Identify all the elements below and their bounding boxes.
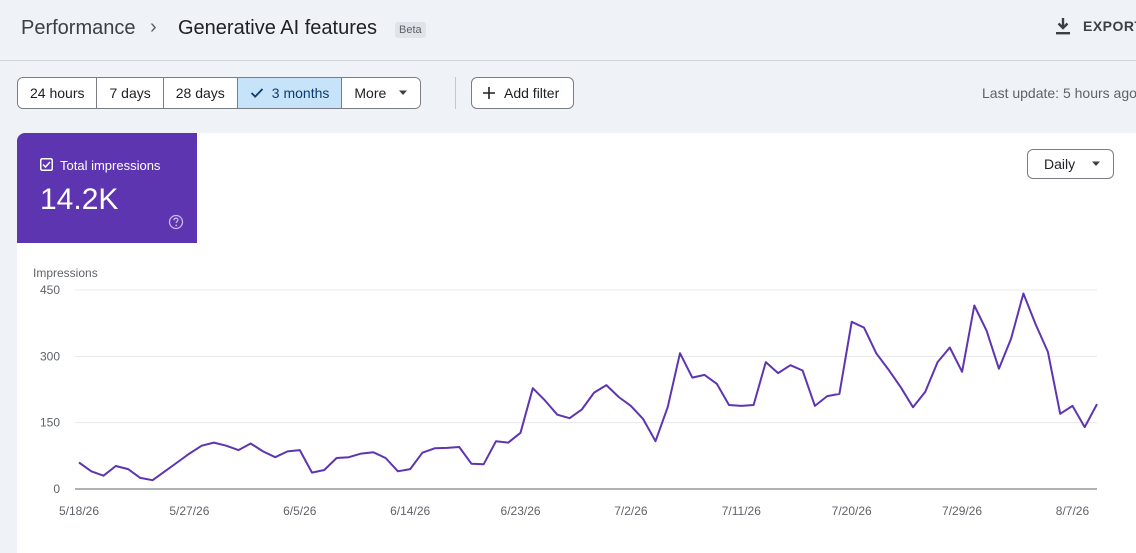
export-button[interactable]: EXPORT — [1055, 17, 1136, 35]
y-tick-label: 0 — [53, 482, 60, 496]
beta-badge: Beta — [395, 22, 426, 38]
total-impressions-tile[interactable]: Total impressions 14.2K — [17, 133, 197, 243]
x-tick-label: 6/23/26 — [501, 504, 541, 518]
x-tick-label: 7/11/26 — [722, 504, 761, 518]
range-more-dropdown[interactable]: More — [342, 78, 421, 108]
range-label: 24 hours — [30, 85, 85, 101]
x-tick-label: 5/27/26 — [169, 504, 209, 518]
check-icon — [250, 88, 263, 98]
range-28-days[interactable]: 28 days — [163, 78, 238, 108]
page-title: Generative AI features — [178, 17, 378, 39]
granularity-label: Daily — [1044, 156, 1076, 172]
x-tick-label: 7/20/26 — [832, 504, 872, 518]
y-tick-label: 150 — [40, 416, 60, 430]
impressions-series-line — [78, 292, 1098, 482]
add-filter-button[interactable]: Add filter — [471, 77, 575, 109]
range-label: 28 days — [175, 85, 225, 101]
date-range-selector: 24 hours 7 days 28 days 3 months More — [17, 77, 422, 109]
metric-label: Total impressions — [60, 158, 161, 173]
x-tick-label: 5/18/26 — [59, 504, 99, 518]
x-tick-label: 8/7/26 — [1056, 504, 1090, 518]
toolbar-divider — [455, 77, 456, 109]
range-24-hours[interactable]: 24 hours — [18, 78, 98, 108]
granularity-dropdown[interactable]: Daily — [1027, 149, 1114, 179]
x-tick-label: 6/5/26 — [283, 504, 317, 518]
y-tick-label: 300 — [40, 349, 60, 363]
caret-down-icon — [1092, 161, 1100, 166]
download-icon — [1056, 18, 1070, 35]
performance-card: Impressions 0 150 300 450 5/18/26 5/27/26 6/5/2… — [17, 133, 1136, 553]
range-label: More — [354, 85, 387, 101]
range-label: 7 days — [109, 85, 151, 101]
page-header: Performance › Generative AI features Bet… — [0, 0, 1136, 61]
plus-icon — [483, 87, 495, 99]
breadcrumb-performance[interactable]: Performance — [21, 17, 136, 39]
range-label: 3 months — [271, 85, 330, 101]
x-tick-label: 7/2/26 — [614, 504, 648, 518]
x-tick-label: 7/29/26 — [942, 504, 982, 518]
impressions-chart: Impressions 0 150 300 450 5/18/26 5/27/26 6/5/2… — [33, 266, 1098, 518]
export-label: EXPORT — [1083, 18, 1136, 34]
y-tick-label: 450 — [40, 283, 60, 297]
last-update-text: Last update: 5 hours ago — [982, 85, 1136, 101]
help-icon[interactable] — [168, 214, 184, 230]
metric-value: 14.2K — [40, 183, 119, 216]
range-7-days[interactable]: 7 days — [97, 78, 164, 108]
caret-down-icon — [399, 90, 408, 95]
add-filter-label: Add filter — [504, 85, 560, 101]
y-axis-label: Impressions — [33, 266, 98, 280]
checkbox-checked-icon[interactable] — [40, 158, 53, 171]
breadcrumb-separator: › — [150, 16, 157, 38]
x-tick-label: 6/14/26 — [390, 504, 430, 518]
range-3-months[interactable]: 3 months — [237, 78, 343, 108]
